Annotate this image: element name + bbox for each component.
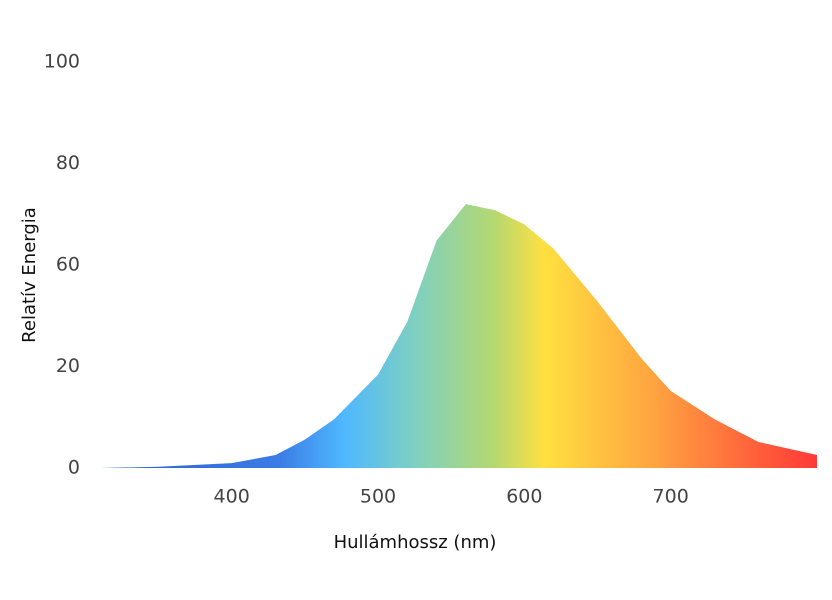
x-tick-label: 600 [506,486,542,508]
y-tick-label: 100 [44,51,80,73]
x-tick-label: 400 [214,486,250,508]
x-tick-label: 700 [653,486,689,508]
y-tick-label: 20 [56,355,80,377]
y-tick-label: 80 [56,152,80,174]
x-tick-label: 500 [360,486,396,508]
y-tick-label: 0 [68,457,80,479]
area [100,204,817,468]
y-axis-title: Relatív Energia [19,207,40,343]
x-axis-title: Hullámhossz (nm) [334,532,497,553]
y-tick-label: 60 [56,254,80,276]
